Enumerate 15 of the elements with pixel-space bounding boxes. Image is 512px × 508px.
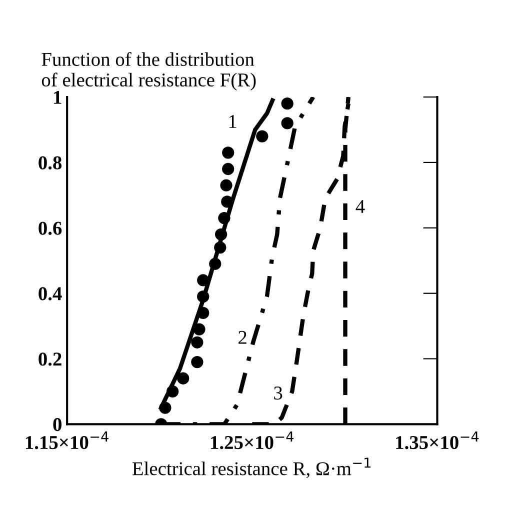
y-tick-label: 0: [53, 418, 62, 432]
x-tick-label: 1.15×10$^{−4}$: [26, 432, 108, 450]
y-tick-label: 0.8: [38, 156, 62, 170]
x-tick-label: 1.35×10$^{−4}$: [396, 432, 479, 450]
x-axis-title: Electrical resistance R, Ω·m$^{−1}$: [132, 458, 370, 478]
y-tick-label: 0.2: [38, 352, 62, 366]
y-tick-label: 0.6: [38, 222, 62, 235]
annotation: 1: [229, 115, 236, 128]
annotation: 4: [356, 200, 365, 213]
x-tick-label: 1.25×10$^{−4}$: [211, 432, 294, 450]
y-tick-label: 1: [54, 90, 62, 104]
y-axis-title: Function of the distribution of electrical resistance F(R): [42, 52, 256, 90]
annotation: 2: [238, 330, 246, 344]
annotation: 3: [274, 386, 282, 400]
y-tick-label: 0.4: [38, 287, 62, 300]
